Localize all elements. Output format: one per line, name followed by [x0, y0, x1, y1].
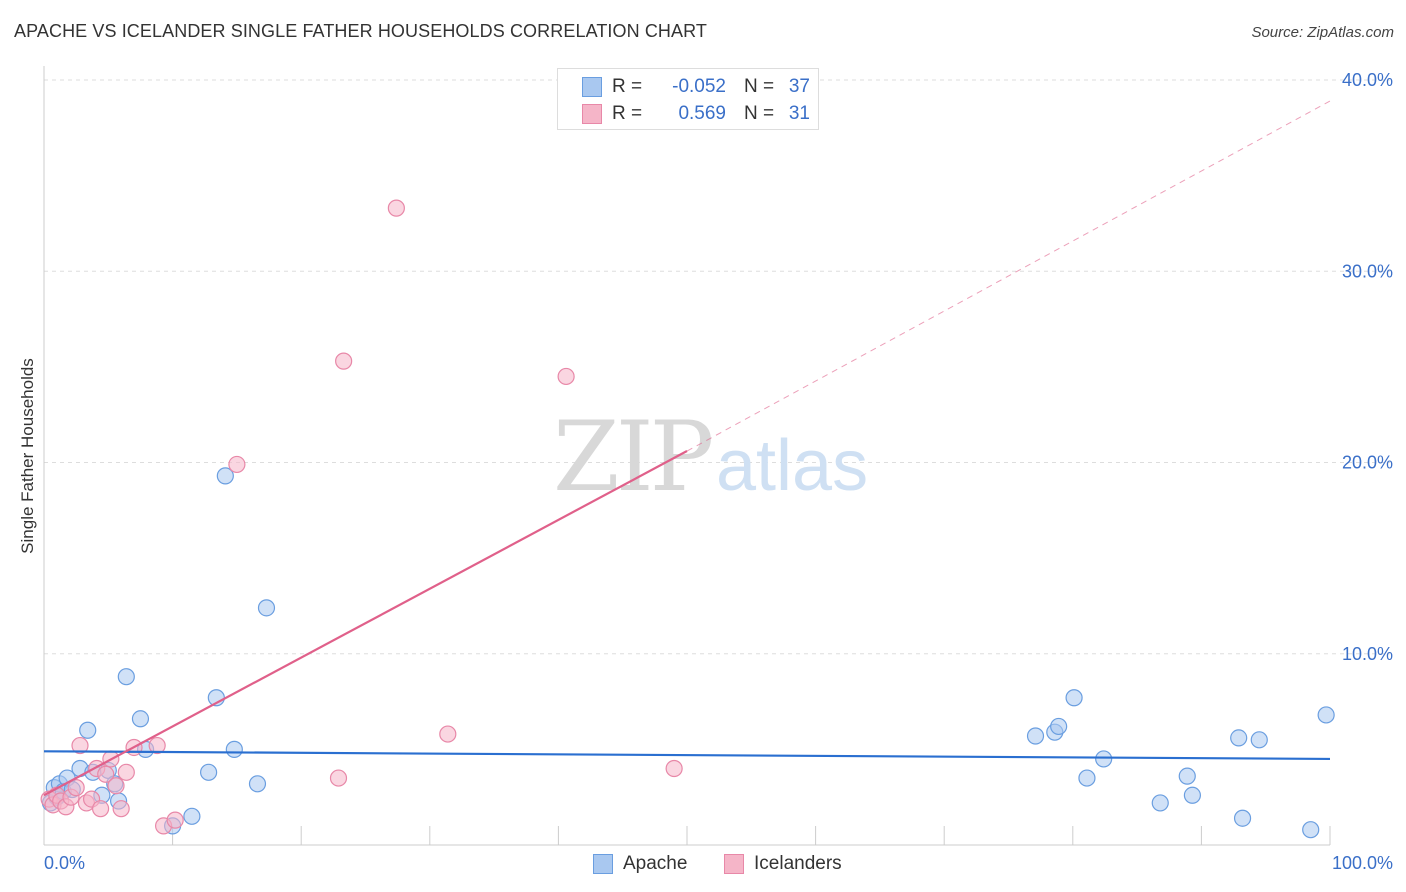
icelander-point — [439, 725, 457, 743]
n-label: N = — [744, 103, 775, 124]
apache-point — [1183, 786, 1201, 804]
watermark-atlas: atlas — [716, 426, 868, 506]
chart-title: APACHE VS ICELANDER SINGLE FATHER HOUSEH… — [14, 21, 708, 41]
apache-point — [1026, 727, 1045, 745]
apache-point — [216, 467, 234, 485]
grid-lines — [44, 79, 1390, 655]
icelander-point — [387, 199, 405, 217]
trend-lines — [43, 100, 1331, 797]
r-value: 0.569 — [678, 103, 726, 124]
icelander-trend-extension — [686, 100, 1331, 452]
n-value: 37 — [788, 76, 810, 97]
apache-point — [225, 740, 243, 758]
apache-point — [1050, 717, 1068, 736]
icelander-point — [97, 765, 115, 783]
legend-label: Icelanders — [754, 853, 842, 874]
tick-labels: 10.0% 20.0% 30.0% 40.0% 0.0% 100.0% — [44, 70, 1393, 873]
icelander-point — [117, 763, 135, 781]
apache-point — [79, 721, 97, 739]
x-tick-label: 0.0% — [44, 853, 85, 873]
x-tick-label: 100.0% — [1332, 853, 1393, 873]
apache-point — [1178, 767, 1196, 785]
apache-point — [1230, 729, 1248, 747]
apache-point — [1250, 731, 1268, 749]
apache-swatch — [593, 854, 613, 874]
r-label: R = — [612, 76, 643, 97]
icelander-point — [71, 736, 89, 755]
icelander-point — [107, 777, 125, 795]
legend-item-apache: Apache — [593, 852, 687, 876]
r-value: -0.052 — [672, 76, 726, 97]
icelander-point — [112, 800, 130, 818]
apache-point — [131, 710, 150, 728]
icelanders-swatch — [582, 104, 602, 124]
apache-point — [200, 763, 218, 781]
apache-point — [1302, 821, 1320, 839]
y-tick-label: 10.0% — [1342, 644, 1393, 664]
icelander-point — [91, 800, 110, 818]
source-label: Source: ZipAtlas.com — [1251, 24, 1394, 41]
apache-point — [248, 775, 267, 793]
icelander-point — [228, 455, 246, 474]
icelander-point — [557, 367, 575, 386]
r-label: R = — [612, 103, 643, 124]
icelanders-swatch — [724, 854, 744, 874]
legend-row-apache: R = -0.052 N = 37 — [582, 75, 810, 99]
icelander-point — [148, 736, 166, 755]
n-label: N = — [744, 76, 775, 97]
apache-point — [1317, 706, 1335, 724]
stats-legend: R = -0.052 N = 37 R = 0.569 N = 31 — [557, 68, 819, 130]
n-value: 31 — [788, 103, 810, 124]
y-tick-label: 40.0% — [1342, 70, 1393, 90]
apache-point — [1065, 689, 1083, 707]
y-tick-label: 30.0% — [1342, 261, 1393, 281]
legend-label: Apache — [623, 853, 688, 874]
y-tick-label: 20.0% — [1342, 453, 1393, 473]
apache-trend-line — [43, 750, 1331, 761]
apache-swatch — [582, 77, 602, 97]
icelander-point — [335, 352, 353, 370]
icelander-point — [67, 779, 85, 797]
axes — [43, 66, 1331, 846]
icelander-point — [665, 759, 683, 778]
watermark: ZIP atlas — [553, 401, 868, 513]
apache-point — [1233, 809, 1252, 827]
icelander-point — [329, 769, 348, 787]
data-points — [40, 199, 1335, 839]
apache-point — [117, 668, 135, 686]
watermark-zip: ZIP — [553, 401, 712, 513]
apache-point — [1095, 750, 1113, 768]
apache-point — [1151, 794, 1169, 812]
apache-point — [183, 807, 201, 825]
icelander-trend-line — [43, 450, 688, 797]
apache-point — [257, 599, 276, 617]
legend-item-icelanders: Icelanders — [724, 852, 842, 876]
apache-point — [1078, 769, 1096, 787]
legend-row-icelanders: R = 0.569 N = 31 — [582, 102, 810, 126]
icelander-point — [166, 811, 184, 829]
